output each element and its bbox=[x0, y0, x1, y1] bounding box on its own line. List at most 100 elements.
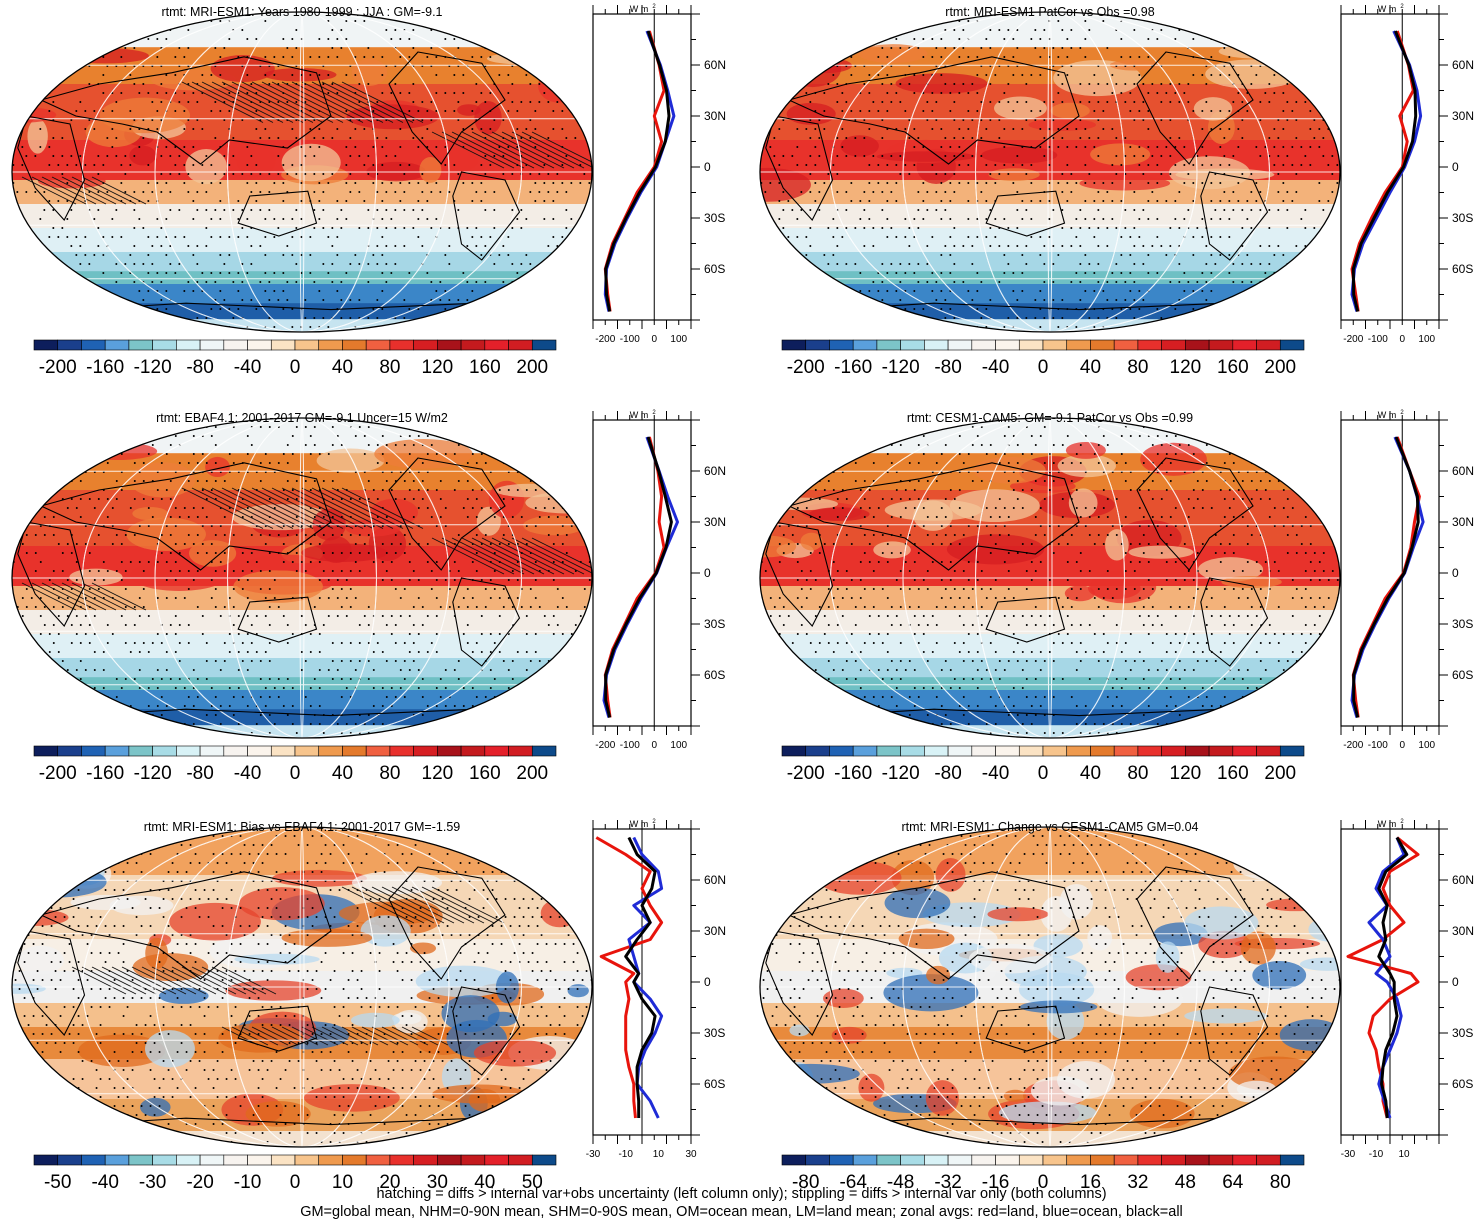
stipple-dot bbox=[1075, 236, 1078, 238]
stipple-dot bbox=[93, 669, 96, 671]
x-tick-label: 0 bbox=[651, 334, 657, 345]
stipple-dot bbox=[84, 110, 87, 112]
stipple-dot bbox=[1021, 74, 1024, 76]
stipple-dot bbox=[926, 119, 929, 121]
field-blob bbox=[27, 118, 48, 154]
stipple-dot bbox=[511, 570, 514, 572]
stipple-dot bbox=[579, 182, 582, 184]
stipple-dot bbox=[30, 597, 33, 599]
stipple-dot bbox=[30, 507, 33, 509]
stipple-dot bbox=[1187, 498, 1190, 500]
stipple-dot bbox=[886, 110, 889, 112]
stipple-dot bbox=[953, 534, 956, 536]
stipple-dot bbox=[556, 696, 559, 698]
stipple-dot bbox=[890, 29, 893, 31]
stipple-dot bbox=[232, 173, 235, 175]
stipple-dot bbox=[75, 669, 78, 671]
stipple-dot bbox=[489, 723, 492, 725]
stipple-dot bbox=[57, 669, 60, 671]
stipple-dot bbox=[511, 426, 514, 428]
stipple-dot bbox=[354, 597, 357, 599]
stipple-dot bbox=[1093, 218, 1096, 220]
stipple-dot bbox=[525, 128, 528, 130]
stipple-dot bbox=[363, 200, 366, 202]
stipple-dot bbox=[958, 146, 961, 148]
stipple-dot bbox=[1201, 182, 1204, 184]
y-tick-label: 30S bbox=[704, 211, 725, 225]
stipple-dot bbox=[102, 56, 105, 58]
stipple-dot bbox=[421, 714, 424, 716]
stipple-dot bbox=[156, 687, 159, 689]
stipple-dot bbox=[408, 579, 411, 581]
stipple-dot bbox=[156, 308, 159, 310]
stipple-dot bbox=[827, 444, 830, 446]
stipple-dot bbox=[1264, 56, 1267, 58]
stipple-dot bbox=[832, 507, 835, 509]
stipple-dot bbox=[1093, 236, 1096, 238]
stipple-dot bbox=[219, 56, 222, 58]
stipple-dot bbox=[57, 272, 60, 274]
stipple-dot bbox=[908, 227, 911, 229]
stipple-dot bbox=[814, 308, 817, 310]
field-blob bbox=[1010, 479, 1076, 494]
colorbar-tick-label: -80 bbox=[186, 357, 213, 378]
stipple-dot bbox=[12, 110, 15, 112]
stipple-dot bbox=[489, 543, 492, 545]
stipple-dot bbox=[529, 263, 532, 265]
stipple-dot bbox=[250, 209, 253, 211]
stipple-dot bbox=[39, 128, 42, 130]
stipple-dot bbox=[976, 525, 979, 527]
stipple-dot bbox=[1169, 101, 1172, 103]
stipple-dot bbox=[480, 507, 483, 509]
stipple-dot bbox=[259, 534, 262, 536]
stipple-dot bbox=[1093, 110, 1096, 112]
stipple-dot bbox=[516, 543, 519, 545]
stipple-dot bbox=[196, 552, 199, 554]
stipple-dot bbox=[102, 326, 105, 328]
stipple-dot bbox=[111, 418, 114, 419]
stipple-dot bbox=[39, 308, 42, 310]
stipple-dot bbox=[791, 552, 794, 554]
stipple-dot bbox=[174, 236, 177, 238]
stipple-dot bbox=[304, 155, 307, 157]
stipple-dot bbox=[61, 137, 64, 139]
field-blob bbox=[1068, 488, 1098, 518]
stipple-dot bbox=[192, 128, 195, 130]
stipple-dot bbox=[890, 498, 893, 500]
field-blob bbox=[783, 49, 842, 88]
stipple-dot bbox=[39, 146, 42, 148]
series-line-3 bbox=[604, 436, 673, 718]
colorbar-tick-label: 80 bbox=[379, 357, 400, 378]
stipple-dot bbox=[286, 173, 289, 175]
stipple-dot bbox=[336, 56, 339, 58]
hatch-line bbox=[491, 131, 565, 169]
hatch-line bbox=[531, 537, 592, 575]
stipple-dot bbox=[295, 173, 298, 175]
stipple-dot bbox=[129, 561, 132, 563]
stipple-dot bbox=[1043, 462, 1046, 464]
coastline-africa bbox=[765, 115, 834, 221]
stipple-dot bbox=[309, 236, 312, 238]
stipple-dot bbox=[160, 642, 163, 644]
stipple-dot bbox=[493, 516, 496, 518]
x-tick-label: -200 bbox=[595, 740, 615, 751]
stipple-dot bbox=[534, 471, 537, 473]
stipple-dot bbox=[583, 696, 586, 698]
stipple-dot bbox=[764, 462, 767, 464]
stipple-dot bbox=[133, 498, 136, 500]
stipple-dot bbox=[1070, 47, 1073, 49]
stipple-dot bbox=[57, 651, 60, 653]
colorbar-bin bbox=[531, 339, 557, 351]
stipple-dot bbox=[895, 182, 898, 184]
hatch-line bbox=[31, 176, 87, 205]
stipple-dot bbox=[156, 92, 159, 94]
stipple-dot bbox=[1102, 218, 1105, 220]
colorbar-bin bbox=[1137, 339, 1162, 351]
stipple-dot bbox=[1192, 236, 1195, 238]
stipple-dot bbox=[859, 200, 862, 202]
stipple-dot bbox=[48, 633, 51, 635]
stipple-dot bbox=[295, 570, 298, 572]
stipple-dot bbox=[525, 453, 528, 455]
stipple-dot bbox=[565, 227, 568, 229]
stipple-dot bbox=[174, 579, 177, 581]
